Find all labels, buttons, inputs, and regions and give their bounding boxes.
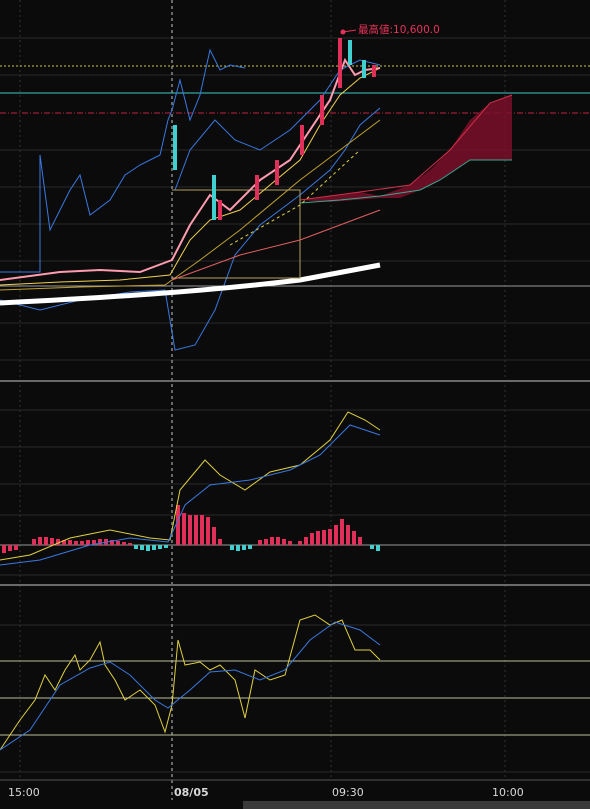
grid	[0, 37, 590, 773]
stochastic-d	[0, 621, 381, 751]
range-box	[172, 189, 301, 279]
moving-average	[0, 262, 381, 306]
price-line	[0, 57, 381, 281]
cloud-edge	[299, 94, 513, 201]
moving-average	[171, 209, 381, 281]
stochastic-k	[0, 614, 381, 751]
macd-histogram	[134, 545, 380, 551]
high-annotation: 最高値:10,600.0	[358, 23, 440, 36]
cloud-edge	[299, 159, 512, 204]
signal-line	[0, 424, 381, 566]
time-label: 08/05	[174, 786, 209, 799]
level-line	[0, 660, 590, 736]
time-label: 15:00	[8, 786, 40, 799]
band-line	[0, 48, 246, 273]
trend-line	[229, 149, 361, 246]
moving-average	[0, 119, 381, 291]
candles	[173, 38, 376, 220]
time-label: 09:30	[332, 786, 364, 799]
scrollbar[interactable]	[243, 801, 590, 809]
time-label: 10:00	[492, 786, 524, 799]
macd-line	[0, 411, 381, 561]
cloud	[300, 95, 512, 202]
high-pointer	[342, 29, 357, 33]
moving-average	[0, 67, 381, 286]
